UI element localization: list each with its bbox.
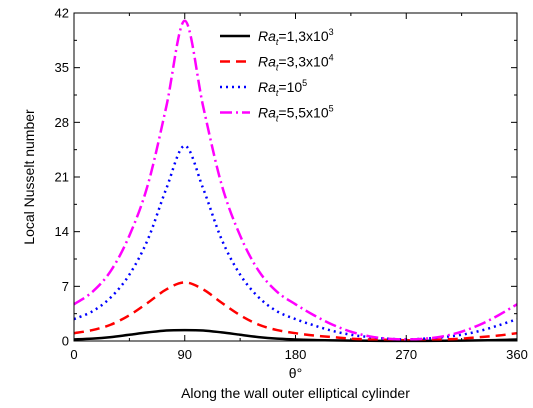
y-tick-label: 21 xyxy=(55,170,69,185)
x-axis-title: θ° xyxy=(289,365,302,381)
x-tick-label: 0 xyxy=(70,347,77,362)
y-tick-label: 0 xyxy=(62,334,69,349)
legend-label-sup: 4 xyxy=(329,53,334,63)
legend-label-prefix: Ra xyxy=(258,79,276,95)
legend-label-sub: t xyxy=(276,37,279,47)
x-tick-label: 90 xyxy=(178,347,192,362)
legend-label-value: =1,3x10 xyxy=(278,28,328,44)
legend-label-4: Rat=5,5x105 xyxy=(258,104,334,124)
legend-label-sup: 3 xyxy=(329,27,334,37)
x-axis-subtitle: Along the wall outer elliptical cylinder xyxy=(181,385,410,401)
legend-label-prefix: Ra xyxy=(258,54,276,70)
y-axis-title: Local Nusselt number xyxy=(21,109,37,245)
legend-label-3: Rat=105 xyxy=(258,78,307,98)
legend-label-sub: t xyxy=(276,88,279,98)
series-line-4 xyxy=(73,19,518,341)
legend-label-1: Rat=1,3x103 xyxy=(258,27,334,47)
legend-label-value: =3,3x10 xyxy=(278,54,328,70)
legend-label-value: =10 xyxy=(278,79,302,95)
y-tick-label: 42 xyxy=(55,6,69,21)
x-tick-label: 270 xyxy=(395,347,417,362)
legend-label-value: =5,5x10 xyxy=(278,105,328,121)
legend-label-prefix: Ra xyxy=(258,105,276,121)
legend-label-2: Rat=3,3x104 xyxy=(258,53,334,73)
legend-label-sup: 5 xyxy=(302,78,307,88)
legend-label-sup: 5 xyxy=(329,104,334,114)
y-tick-label: 14 xyxy=(55,224,69,239)
series-line-2 xyxy=(73,281,518,342)
series-line-3 xyxy=(73,144,518,341)
legend-label-sub: t xyxy=(276,63,279,73)
legend-label-sub: t xyxy=(276,114,279,124)
y-tick-label: 7 xyxy=(62,279,69,294)
legend-label-prefix: Ra xyxy=(258,28,276,44)
x-tick-label: 360 xyxy=(506,347,528,362)
y-tick-label: 35 xyxy=(55,60,69,75)
x-tick-label: 180 xyxy=(285,347,307,362)
y-tick-label: 28 xyxy=(55,115,69,130)
